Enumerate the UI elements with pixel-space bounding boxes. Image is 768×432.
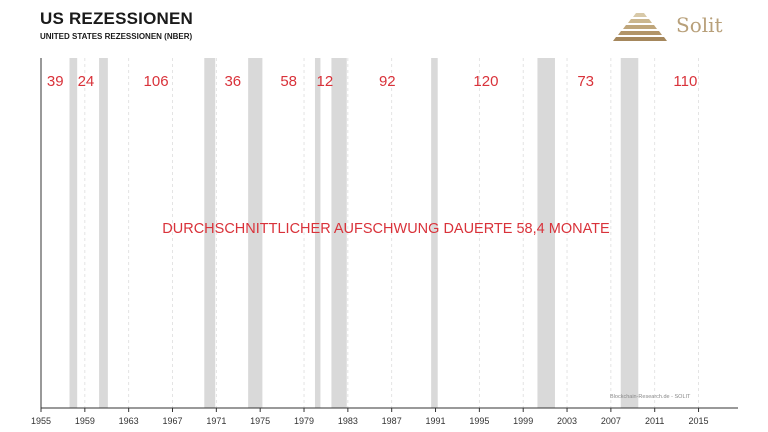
expansion-months-label: 12	[316, 73, 333, 90]
x-tick-label: 1959	[75, 416, 95, 426]
recession-band	[537, 58, 555, 408]
x-tick-label: 1975	[250, 416, 270, 426]
recession-band	[69, 58, 78, 408]
recession-band	[204, 58, 216, 408]
x-tick-label: 1955	[31, 416, 51, 426]
expansion-months-label: 58	[280, 73, 297, 90]
x-tick-label: 1995	[469, 416, 489, 426]
expansion-months-label: 106	[144, 73, 169, 90]
brand-logo: Solit	[612, 10, 732, 44]
chart-subtitle: UNITED STATES REZESSIONEN (NBER)	[40, 32, 193, 41]
pyramid-logo-icon	[613, 13, 667, 41]
recession-band	[431, 58, 438, 408]
brand-name: Solit	[676, 13, 723, 37]
source-note: Blockchain-Research.de - SOLIT	[610, 394, 691, 400]
chart-title: US REZESSIONEN	[40, 9, 193, 28]
expansion-months-label: 39	[47, 73, 64, 90]
average-expansion-annotation: DURCHSCHNITTLICHER AUFSCHWUNG DAUERTE 58…	[162, 221, 610, 237]
x-tick-label: 2011	[645, 416, 664, 426]
x-tick-label: 2015	[689, 416, 709, 426]
x-tick-label: 1991	[426, 416, 446, 426]
recession-band	[620, 58, 639, 408]
expansion-months-label: 73	[577, 73, 594, 90]
x-tick-label: 1979	[294, 416, 314, 426]
x-tick-label: 2003	[557, 416, 577, 426]
x-tick-label: 1967	[162, 416, 182, 426]
x-tick-label: 1987	[382, 416, 402, 426]
expansion-months-label: 120	[473, 73, 498, 90]
x-tick-label: 1963	[119, 416, 139, 426]
expansion-months-label: 92	[379, 73, 396, 90]
expansion-months-label: 24	[78, 73, 95, 90]
recession-band	[99, 58, 108, 408]
x-tick-label: 1983	[338, 416, 358, 426]
expansion-months-label: 36	[224, 73, 241, 90]
expansion-months-label: 110	[673, 73, 697, 90]
recession-band	[248, 58, 263, 408]
recession-band	[314, 58, 321, 408]
x-tick-label: 1971	[206, 416, 226, 426]
x-tick-label: 2007	[601, 416, 621, 426]
x-tick-label: 1999	[513, 416, 533, 426]
recession-band	[331, 58, 347, 408]
